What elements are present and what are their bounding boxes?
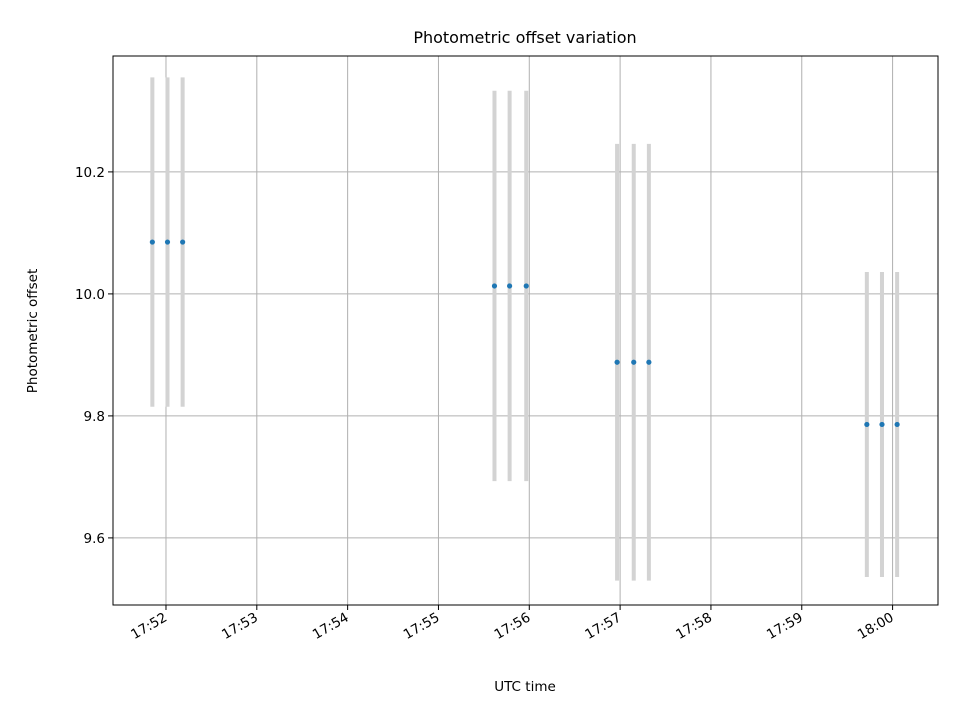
data-point [614, 359, 620, 365]
data-points [149, 239, 900, 428]
data-point [864, 421, 870, 428]
chart-title: Photometric offset variation [413, 28, 636, 47]
y-tick-label: 9.6 [84, 531, 105, 547]
data-point [507, 283, 513, 289]
data-point [491, 283, 498, 289]
x-axis-label: UTC time [494, 679, 556, 695]
plot-frame [112, 55, 939, 606]
data-point [879, 421, 885, 428]
data-point [523, 283, 529, 289]
data-point [646, 359, 652, 365]
data-point [894, 421, 900, 428]
y-tick-label: 10.0 [75, 287, 105, 303]
data-point [631, 359, 637, 365]
data-point [180, 239, 186, 245]
y-axis-label: Photometric offset [25, 269, 41, 393]
y-tick-label: 10.2 [75, 165, 105, 181]
y-tick-label: 9.8 [84, 409, 105, 425]
data-point [149, 239, 155, 245]
y-axis-ticks: 9.6 9.8 10.0 10.2 [75, 165, 113, 547]
data-point [164, 239, 171, 245]
